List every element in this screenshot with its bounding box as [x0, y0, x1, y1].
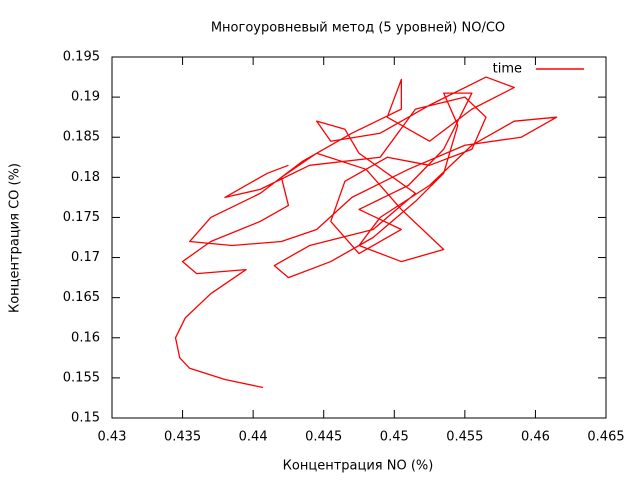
- y-tick-label: 0.19: [71, 90, 100, 105]
- x-tick-label: 0.465: [587, 430, 624, 445]
- y-tick-label: 0.155: [63, 370, 100, 385]
- data-line: [174, 76, 558, 389]
- x-tick-label: 0.46: [521, 430, 550, 445]
- chart-title: Многоуровневый метод (5 уровней) NO/CO: [211, 21, 505, 36]
- plot-frame: [111, 56, 607, 419]
- y-tick-label: 0.185: [63, 130, 100, 145]
- x-tick-label: 0.43: [98, 430, 127, 445]
- y-tick-label: 0.16: [71, 330, 100, 345]
- y-tick-label: 0.195: [63, 50, 100, 65]
- x-tick-label: 0.435: [164, 430, 201, 445]
- x-tick-label: 0.455: [446, 430, 483, 445]
- x-tick-label: 0.44: [239, 430, 268, 445]
- y-axis-label: Концентрация CO (%): [8, 163, 23, 313]
- y-tick-label: 0.165: [63, 290, 100, 305]
- legend-label: time: [493, 62, 522, 77]
- x-axis-label: Концентрация NO (%): [283, 459, 434, 474]
- y-tick-label: 0.17: [71, 250, 100, 265]
- y-tick-label: 0.18: [71, 170, 100, 185]
- y-tick-label: 0.15: [71, 411, 100, 426]
- x-tick-label: 0.45: [380, 430, 409, 445]
- x-tick-label: 0.445: [305, 430, 342, 445]
- y-tick-label: 0.175: [63, 210, 100, 225]
